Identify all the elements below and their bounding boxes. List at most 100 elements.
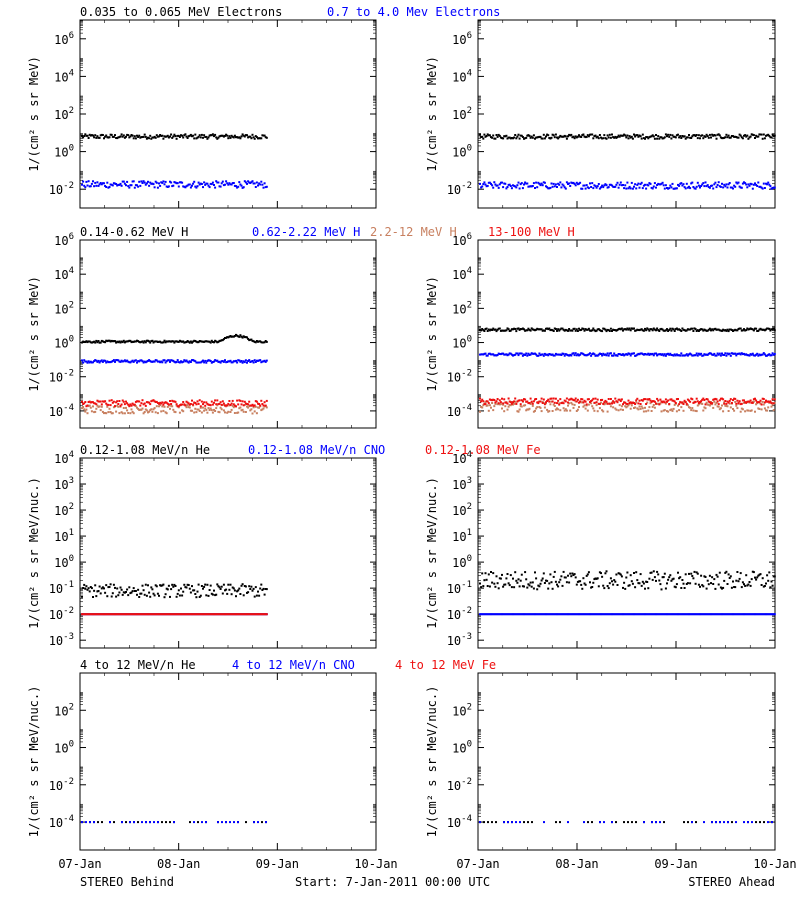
data-point (662, 184, 665, 187)
data-point (81, 341, 83, 344)
data-point (537, 136, 540, 139)
data-point (164, 401, 167, 404)
data-point (198, 399, 201, 402)
data-point (232, 587, 235, 590)
data-point (772, 575, 775, 578)
data-point (645, 580, 648, 583)
data-point (558, 329, 561, 332)
data-point (164, 613, 167, 616)
data-point (88, 340, 91, 343)
data-point (605, 613, 608, 616)
data-point (770, 187, 773, 190)
data-point (567, 183, 569, 185)
legend-entry: 4 to 12 MeV/n CNO (232, 658, 355, 672)
data-point (616, 329, 619, 331)
data-point (681, 135, 684, 137)
data-point (670, 408, 673, 411)
data-point (237, 136, 240, 139)
data-point (177, 589, 180, 592)
data-point (169, 360, 171, 363)
data-point (747, 400, 750, 403)
data-point (635, 399, 638, 402)
data-point (670, 579, 673, 582)
data-point (173, 341, 176, 344)
data-point (480, 353, 483, 356)
data-point (602, 186, 605, 189)
data-point (548, 582, 551, 585)
data-point (238, 335, 241, 338)
data-point (707, 186, 710, 188)
data-point (661, 613, 664, 616)
data-point (126, 588, 129, 591)
data-point (178, 411, 181, 414)
data-point (661, 576, 664, 579)
data-point (85, 360, 88, 363)
data-point (222, 583, 225, 586)
data-point (679, 401, 682, 404)
data-point (173, 821, 175, 824)
data-point (550, 136, 553, 139)
data-point (744, 410, 747, 413)
data-point (506, 137, 509, 140)
data-point (631, 582, 634, 585)
data-point (181, 613, 184, 616)
data-point (85, 134, 88, 137)
data-point (627, 352, 630, 355)
data-point (702, 137, 705, 140)
data-point (539, 135, 542, 138)
data-point (163, 135, 166, 138)
data-point (189, 403, 192, 405)
data-point (685, 329, 688, 332)
data-point (671, 578, 674, 581)
y-tick-label: 104 (54, 450, 74, 466)
y-tick-label: 10-2 (49, 369, 74, 385)
data-point (751, 187, 754, 190)
data-point (529, 353, 532, 356)
data-point (510, 328, 513, 331)
data-point (224, 183, 226, 186)
data-point (495, 184, 498, 187)
data-point (217, 181, 220, 184)
data-point (140, 136, 143, 139)
data-point (534, 137, 536, 140)
data-point (248, 181, 251, 184)
data-point (705, 613, 708, 616)
data-point (520, 573, 523, 576)
data-point (120, 340, 123, 343)
data-point (93, 821, 95, 824)
data-point (650, 135, 653, 138)
data-point (545, 327, 547, 330)
data-point (131, 402, 134, 405)
data-point (612, 354, 615, 357)
data-point (219, 185, 222, 188)
data-point (527, 613, 530, 616)
data-point (118, 591, 121, 594)
data-point (517, 133, 520, 136)
data-point (618, 613, 621, 616)
data-point (637, 582, 640, 585)
data-point (567, 574, 569, 577)
data-point (165, 587, 168, 590)
data-point (240, 409, 243, 412)
data-point (582, 327, 585, 330)
data-point (495, 354, 498, 357)
data-point (579, 329, 582, 332)
data-point (754, 397, 756, 400)
data-point (187, 613, 190, 616)
data-point (772, 613, 775, 616)
data-point (521, 400, 524, 403)
data-point (209, 360, 212, 362)
data-point (182, 590, 185, 593)
data-point (107, 586, 110, 589)
data-point (694, 187, 697, 190)
data-point (193, 401, 196, 404)
data-point (628, 185, 631, 188)
data-point (668, 135, 671, 138)
y-tick-label: 102 (452, 502, 472, 518)
data-point (679, 354, 682, 357)
data-point (683, 399, 686, 402)
data-point (530, 585, 533, 588)
y-tick-label: 100 (452, 144, 472, 160)
